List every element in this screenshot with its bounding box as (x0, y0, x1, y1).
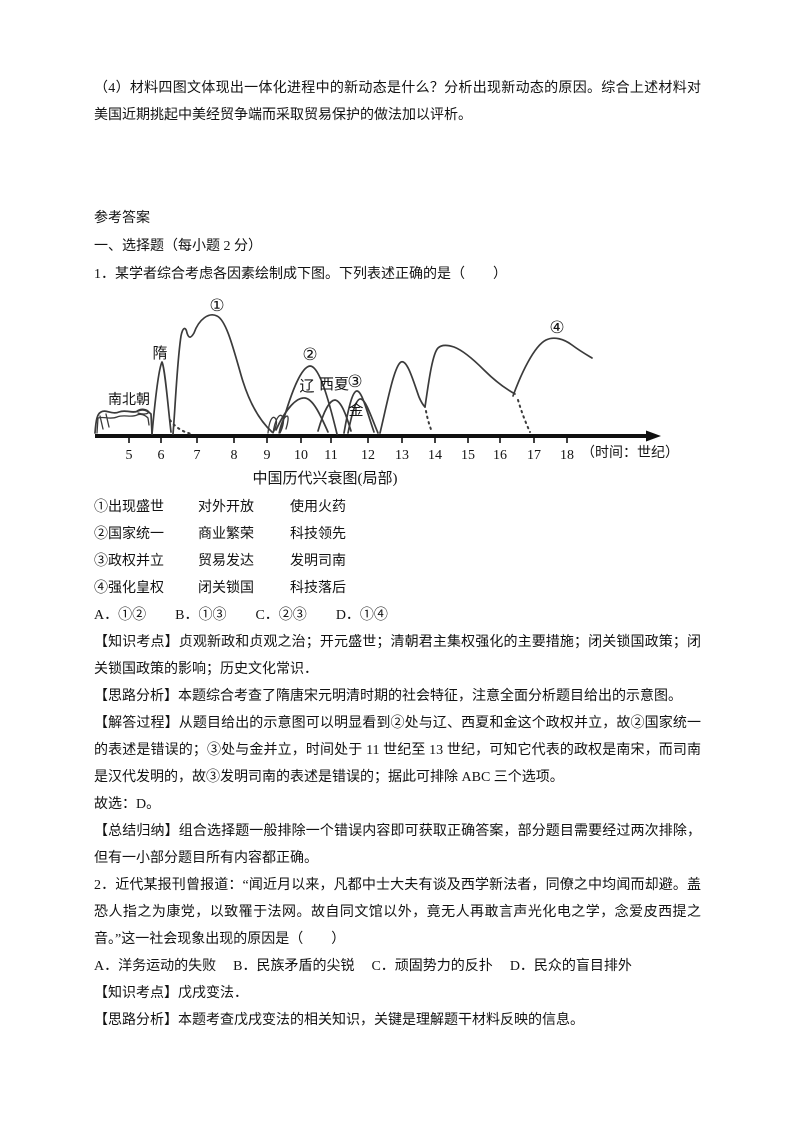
svg-text:6: 6 (158, 448, 165, 463)
question2-analysis: 【思路分析】本题考查戊戌变法的相关知识，关键是理解题干材料反映的信息。 (94, 1013, 584, 1028)
statement-cell: ②国家统一 (94, 527, 164, 542)
statement-row-4: ④强化皇权 闭关锁国 科技落后 (94, 575, 701, 602)
option-d: D．民众的盲目排外 (509, 959, 632, 974)
question4-text: （4）材料四图文体现出一体化进程中的新动态是什么？分析出现新动态的原因。综合上述… (94, 81, 701, 123)
svg-text:15: 15 (461, 448, 475, 463)
curve-tang (172, 314, 273, 435)
curve-yuan (379, 361, 426, 434)
answers-title: 参考答案 (94, 211, 150, 226)
x-axis-tick-labels: 5 6 7 8 9 10 11 12 13 14 15 16 17 18 (126, 448, 575, 463)
svg-text:9: 9 (264, 448, 271, 463)
svg-text:7: 7 (194, 448, 201, 463)
question1-options: A．①② B．①③ C．②③ D．①④ (94, 602, 701, 629)
label-liao: 辽 (299, 378, 314, 395)
question1-stem: 1．某学者综合考虑各因素绘制成下图。下列表述正确的是（ ） (94, 267, 507, 282)
statement-cell: 贸易发达 (198, 554, 254, 569)
statement-list: ①出现盛世 对外开放 使用火药 ②国家统一 商业繁荣 科技领先 ③政权并立 贸易… (94, 494, 701, 602)
statement-cell: 闭关锁国 (198, 581, 254, 596)
dynasty-chart: 5 6 7 8 9 10 11 12 13 14 15 16 17 18 （时间… (94, 292, 694, 488)
curve-yuan-decline-dashed (425, 410, 433, 433)
question1-analysis: 【思路分析】本题综合考查了隋唐宋元明清时期的社会特征，注意全面分析题目给出的示意… (94, 689, 682, 704)
chart-caption: 中国历代兴衰图(局部) (253, 470, 398, 487)
statement-row-2: ②国家统一 商业繁荣 科技领先 (94, 521, 701, 548)
question2-options: A．洋务运动的失败 B．民族矛盾的尖锐 C．顽固势力的反扑 D．民众的盲目排外 (94, 953, 701, 980)
curve-ming-decline-dashed (517, 399, 531, 433)
question1-answer: 故选：D。 (94, 797, 161, 812)
statement-cell: 科技领先 (290, 527, 346, 542)
svg-text:5: 5 (126, 448, 133, 463)
x-axis-arrow (646, 430, 661, 442)
question1-solution: 【解答过程】从题目给出的示意图可以明显看到②处与辽、西夏和金这个政权并立，故②国… (94, 716, 701, 785)
svg-text:13: 13 (395, 448, 409, 463)
option-a: A．①② (94, 608, 147, 623)
label-xixia: 西夏 (319, 377, 349, 393)
curve-liao (275, 397, 329, 433)
curve-nanbeichao-inner (96, 408, 150, 434)
svg-text:14: 14 (428, 448, 442, 463)
curve-sui (151, 361, 172, 435)
question1-knowledge-points: 【知识考点】贞观新政和贞观之治；开元盛世；清朝君主集权强化的主要措施；闭关锁国政… (94, 635, 701, 677)
curve-ming (424, 344, 516, 408)
option-c: C．②③ (255, 608, 307, 623)
x-axis-unit-label: （时间：世纪） (581, 445, 679, 461)
option-c: C．顽固势力的反扑 (371, 959, 493, 974)
dynasty-chart-svg: 5 6 7 8 9 10 11 12 13 14 15 16 17 18 （时间… (94, 296, 679, 487)
option-d: D．①④ (335, 608, 388, 623)
svg-text:8: 8 (231, 448, 238, 463)
option-b: B．民族矛盾的尖锐 (233, 959, 355, 974)
question1-summary: 【总结归纳】组合选择题一般排除一个错误内容即可获取正确答案，部分题目需要经过两次… (94, 824, 701, 866)
option-b: B．①③ (175, 608, 227, 623)
curve-jin (347, 398, 379, 434)
curve-sui-decline-dashed (169, 419, 193, 435)
statement-row-1: ①出现盛世 对外开放 使用火药 (94, 494, 701, 521)
statement-cell: 对外开放 (198, 500, 254, 515)
curve-nanbeichao (94, 409, 153, 435)
marker-3: ③ (347, 372, 362, 391)
question2-stem: 2．近代某报刊曾报道：“闻近月以来，凡都中士大夫有谈及西学新法者，同僚之中均闻而… (94, 878, 701, 947)
svg-text:10: 10 (294, 448, 308, 463)
statement-cell: 商业繁荣 (198, 527, 254, 542)
statement-cell: 发明司南 (290, 554, 346, 569)
svg-text:16: 16 (493, 448, 507, 463)
statement-cell: 使用火药 (290, 500, 346, 515)
label-nanbeichao: 南北朝 (108, 392, 150, 408)
statement-row-3: ③政权并立 贸易发达 发明司南 (94, 548, 701, 575)
section1-title: 一、选择题（每小题 2 分） (94, 239, 262, 254)
marker-1: ① (209, 296, 224, 315)
statement-cell: ③政权并立 (94, 554, 164, 569)
x-axis-tickmarks (128, 436, 568, 443)
curve-nansong (343, 390, 375, 434)
question2-knowledge-points: 【知识考点】戊戌变法． (94, 986, 248, 1001)
svg-text:17: 17 (527, 448, 541, 463)
svg-text:12: 12 (361, 448, 375, 463)
label-sui: 隋 (152, 345, 167, 362)
curve-qing (512, 337, 593, 397)
marker-4: ④ (549, 318, 564, 337)
page-content: （4）材料四图文体现出一体化进程中的新动态是什么？分析出现新动态的原因。综合上述… (94, 75, 701, 1034)
option-a: A．洋务运动的失败 (94, 959, 217, 974)
statement-cell: ④强化皇权 (94, 581, 164, 596)
statement-cell: ①出现盛世 (94, 500, 164, 515)
svg-text:11: 11 (324, 448, 337, 463)
label-jin: 金 (348, 402, 363, 419)
statement-cell: 科技落后 (290, 581, 346, 596)
svg-text:18: 18 (560, 448, 574, 463)
marker-2: ② (302, 345, 317, 364)
